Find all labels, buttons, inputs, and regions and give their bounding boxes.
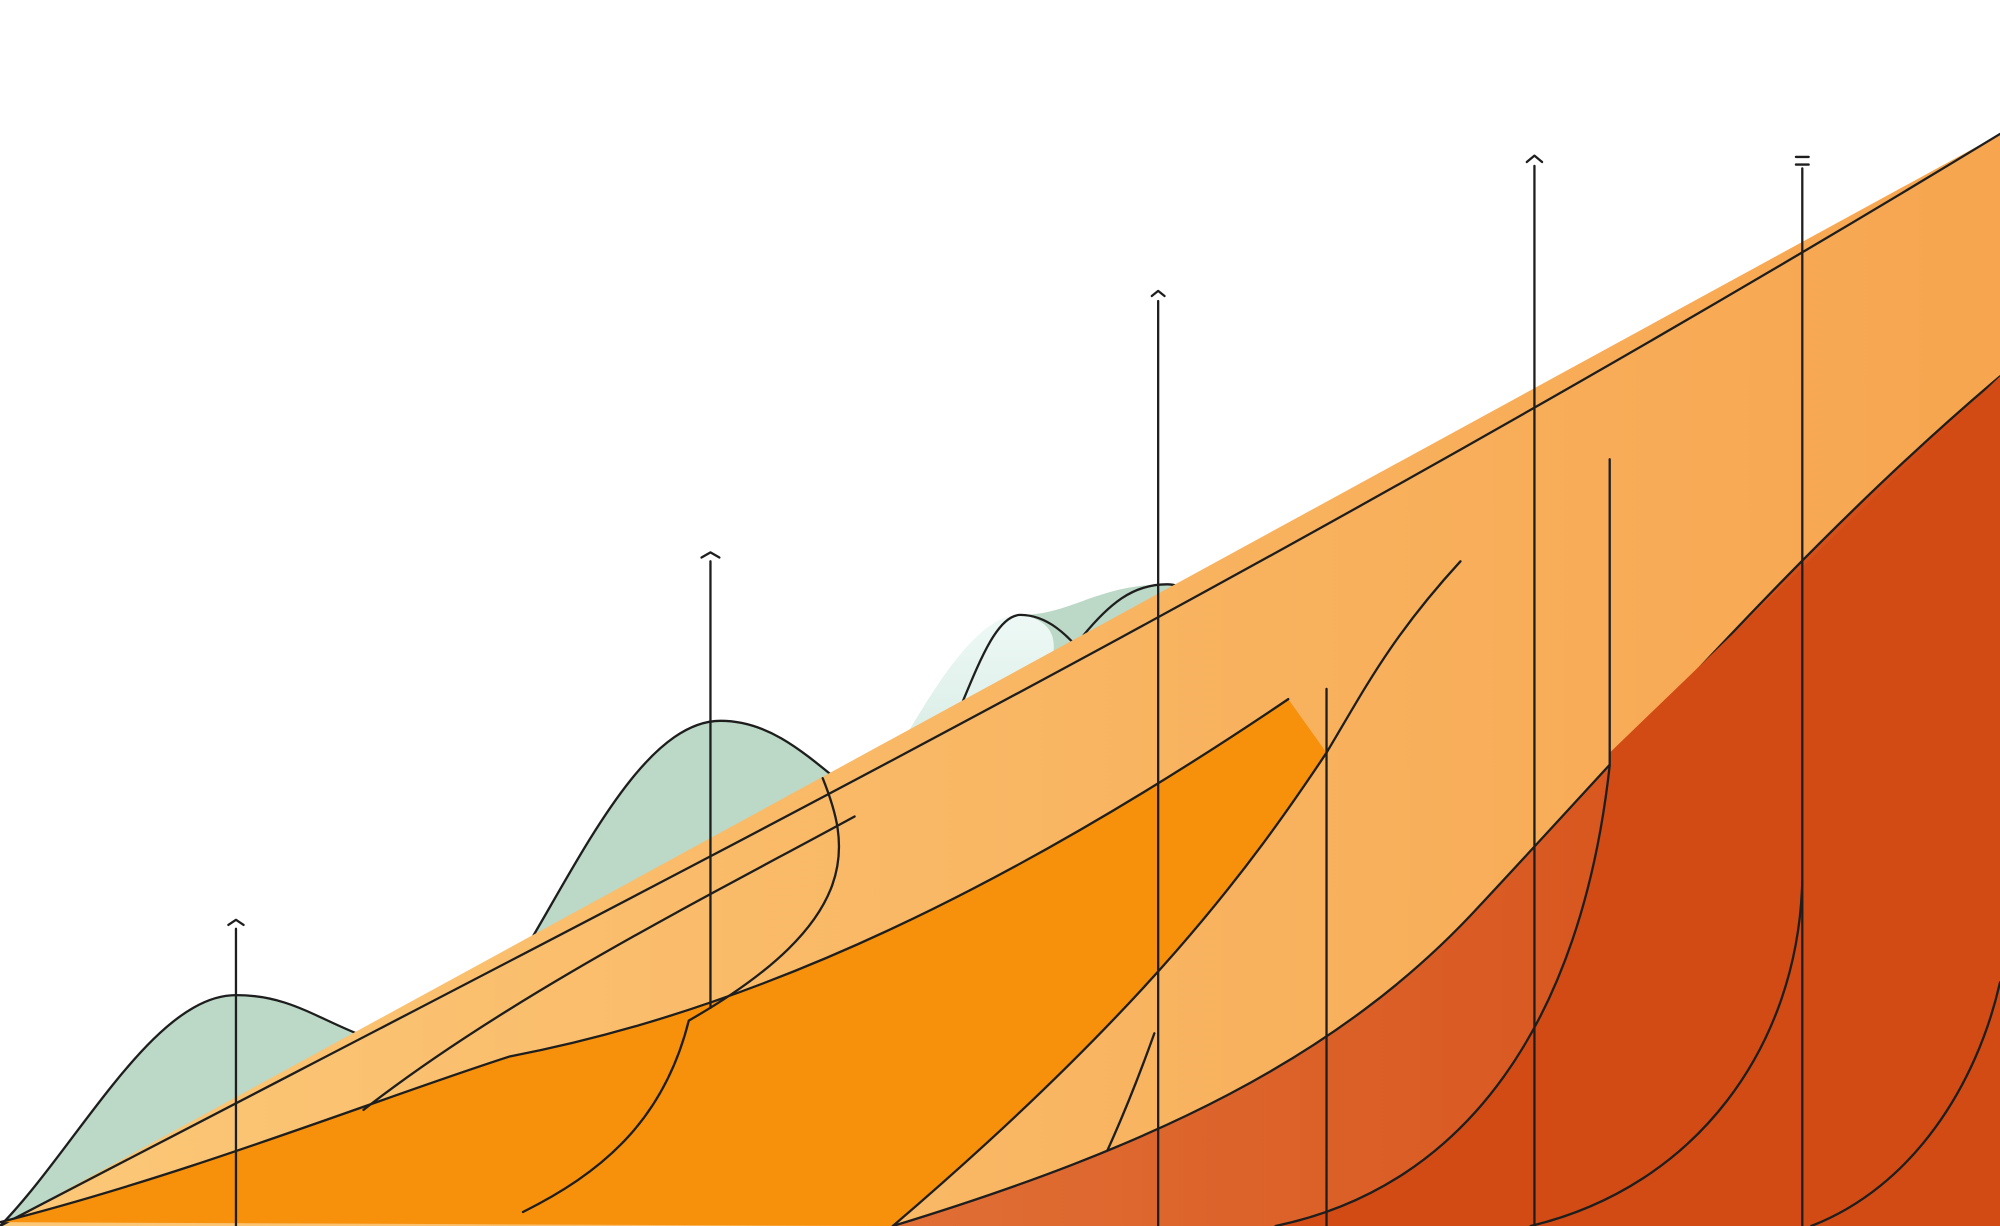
deep-red-area — [1275, 376, 2000, 1226]
curve — [521, 777, 841, 1214]
marker-cap — [1150, 289, 1166, 298]
marker — [1794, 155, 1810, 1226]
orange-outline — [0, 697, 1290, 1224]
hill-outline — [0, 613, 1156, 1226]
curve — [1529, 879, 1804, 1226]
red-outline — [891, 375, 2000, 1226]
curve — [362, 815, 856, 1112]
marker-cap — [227, 918, 245, 927]
curve — [1810, 981, 2000, 1226]
marker-cap — [1525, 154, 1544, 164]
marker-cap — [700, 551, 721, 559]
orange-outline — [891, 751, 1328, 1226]
marker — [700, 551, 721, 1009]
marker-cap — [1794, 155, 1810, 166]
peach-outline — [0, 132, 2000, 1226]
orange-band — [0, 699, 1327, 1226]
curve — [1325, 560, 1462, 754]
marker — [1150, 289, 1166, 1226]
marker — [1525, 154, 1544, 1226]
curve — [1274, 458, 1611, 1226]
marker — [227, 918, 245, 1226]
